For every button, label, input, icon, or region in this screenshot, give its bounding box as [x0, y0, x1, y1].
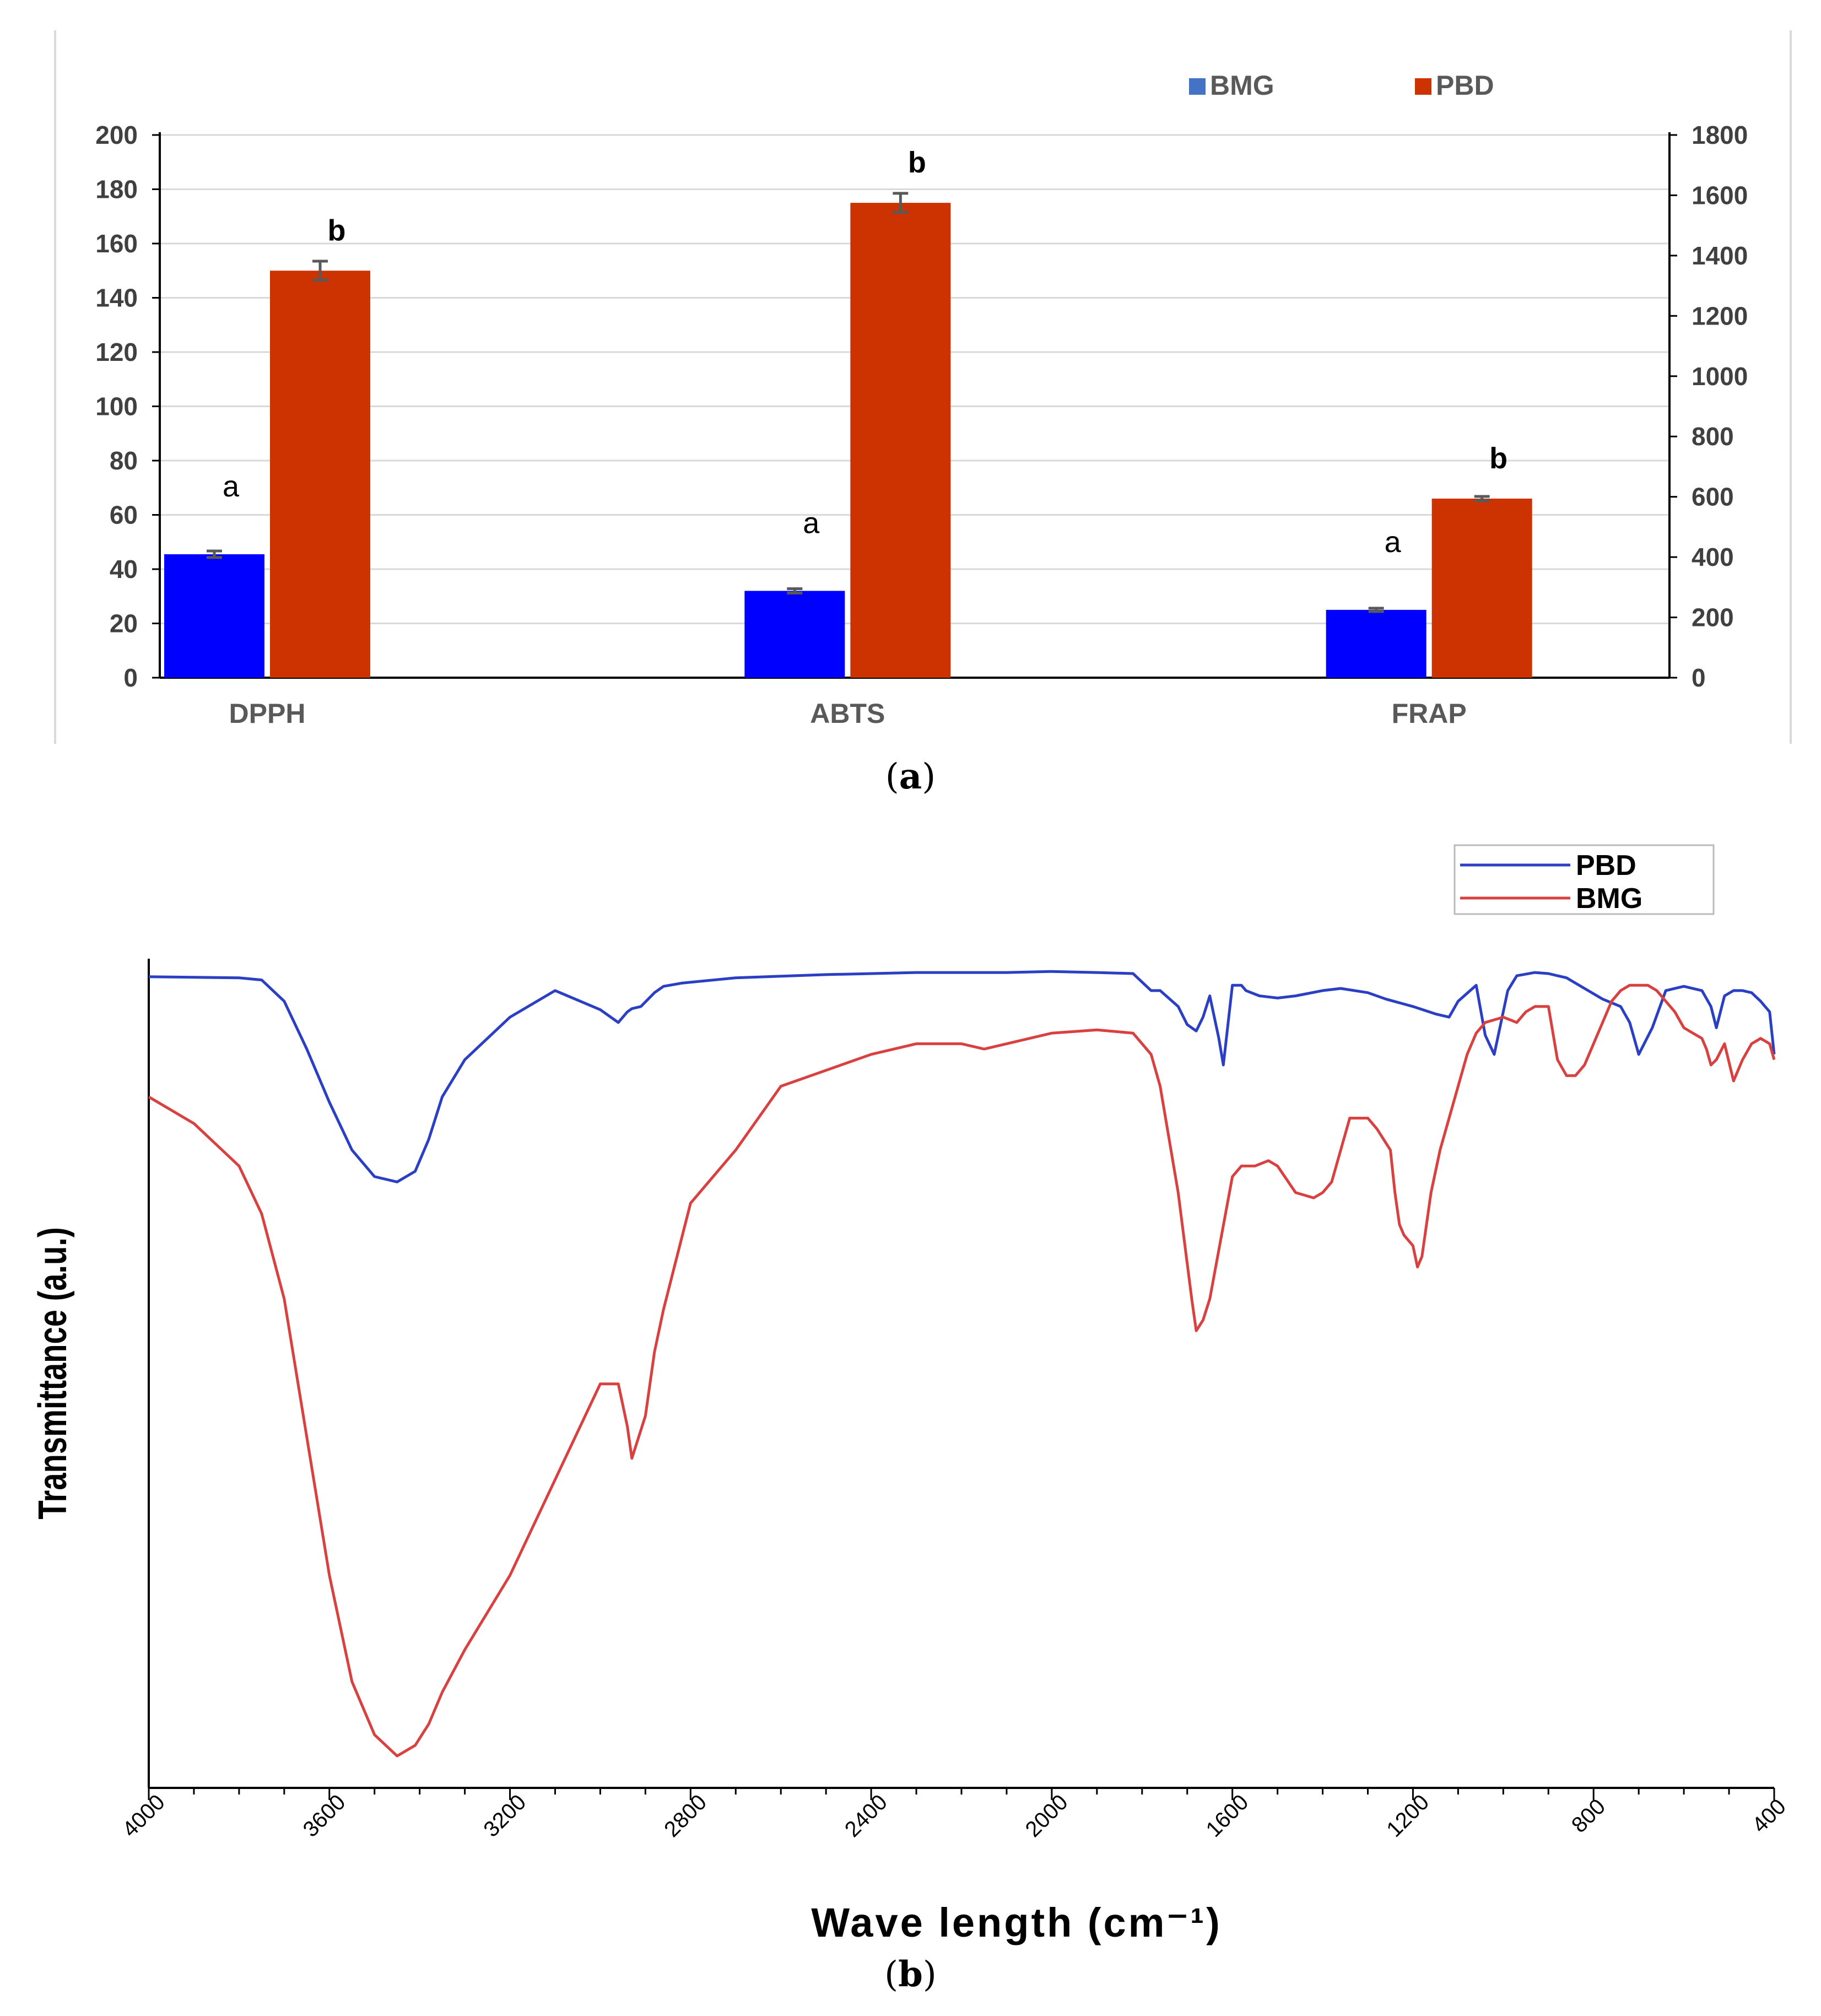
series-line-bmg — [148, 983, 1776, 1758]
right-tick-label-2: 400 — [1692, 543, 1734, 571]
significance-label-bmg-frap: a — [1385, 526, 1402, 559]
x-tick-label-2: 3200 — [479, 1790, 531, 1842]
legend-label-bmg: BMG — [1576, 883, 1642, 915]
x-tick-label-7: 1200 — [1382, 1790, 1434, 1842]
category-label-dpph: DPPH — [229, 698, 306, 729]
bar-pbd-frap — [1431, 498, 1532, 678]
left-tick-label-2: 40 — [110, 555, 138, 583]
bar-bmg-frap — [1326, 609, 1426, 678]
right-tick-label-6: 1200 — [1692, 301, 1748, 330]
right-tick-label-3: 600 — [1692, 483, 1734, 511]
x-tick-label-1: 3600 — [299, 1790, 350, 1842]
legend-box — [1453, 844, 1715, 915]
right-tick-label-1: 200 — [1692, 603, 1734, 632]
x-tick-label-9: 400 — [1748, 1795, 1791, 1837]
chart-a-axes: 0 20 40 60 80 100 120 140 160 180 200 0 200 400 600 800… — [95, 121, 1748, 729]
left-tick-label-4: 80 — [110, 446, 138, 475]
caption-a-close: ) — [922, 756, 936, 797]
right-tick-label-7: 1400 — [1692, 241, 1748, 270]
chart-b-lines — [148, 970, 1776, 1758]
x-axis-title: Wave length (cm⁻¹) — [811, 1900, 1222, 1945]
significance-label-bmg-dpph: a — [223, 470, 240, 503]
left-tick-label-3: 60 — [110, 501, 138, 529]
caption-b-letter: b — [898, 1954, 923, 1995]
right-tick-label-0: 0 — [1692, 663, 1706, 692]
caption-b-open: ( — [884, 1954, 899, 1995]
left-tick-label-0: 0 — [123, 663, 138, 692]
significance-label-bmg-abts: a — [803, 506, 820, 539]
left-tick-label-1: 20 — [110, 609, 138, 638]
right-tick-label-4: 800 — [1692, 422, 1734, 451]
x-tick-label-5: 2000 — [1021, 1790, 1073, 1842]
bar-bmg-dpph — [164, 554, 264, 678]
legend-swatch-bmg — [1189, 78, 1206, 95]
bar-pbd-abts — [850, 203, 951, 678]
caption-b: (b) — [0, 1954, 1821, 1995]
chart-b-axes: 4000 3600 3200 2800 2400 2000 1600 1200 800 400 Wa… — [30, 959, 1791, 1945]
x-tick-label-3: 2800 — [660, 1790, 711, 1842]
right-tick-label-9: 1800 — [1692, 121, 1748, 149]
x-tick-label-6: 1600 — [1201, 1790, 1253, 1842]
left-tick-label-6: 120 — [95, 338, 138, 366]
left-tick-label-5: 100 — [95, 392, 138, 421]
left-tick-label-10: 200 — [95, 121, 138, 149]
significance-label-pbd-frap: b — [1489, 442, 1507, 475]
significance-label-pbd-dpph: b — [328, 214, 346, 247]
chart-a: 0 20 40 60 80 100 120 140 160 180 200 0 200 400 600 800… — [54, 30, 1792, 744]
series-line-pbd — [148, 970, 1776, 1183]
category-label-abts: ABTS — [810, 698, 885, 729]
y-axis-title: Transmittance (a.u.) — [30, 1227, 74, 1519]
x-tick-label-8: 800 — [1567, 1795, 1610, 1837]
category-label-frap: FRAP — [1392, 698, 1467, 729]
bar-bmg-abts — [744, 591, 845, 678]
left-tick-label-7: 140 — [95, 284, 138, 312]
legend-label-bmg: BMG — [1210, 70, 1274, 101]
right-tick-label-8: 1600 — [1692, 181, 1748, 209]
caption-a: (a) — [0, 756, 1821, 797]
x-tick-label-4: 2400 — [840, 1790, 892, 1842]
chart-a-bars: a b a b a b — [164, 146, 1532, 678]
bar-pbd-dpph — [270, 271, 370, 678]
chart-b: 4000 3600 3200 2800 2400 2000 1600 1200 800 400 Wa… — [30, 844, 1791, 1945]
legend-swatch-pbd — [1415, 78, 1431, 95]
caption-a-open: ( — [885, 756, 899, 797]
x-tick-label-0: 4000 — [118, 1790, 170, 1842]
left-tick-label-8: 160 — [95, 229, 138, 258]
caption-b-close: ) — [922, 1954, 937, 1995]
right-tick-label-5: 1000 — [1692, 362, 1748, 391]
left-tick-label-9: 180 — [95, 175, 138, 204]
chart-a-legend: BMG PBD — [1189, 70, 1494, 101]
significance-label-pbd-abts: b — [908, 146, 926, 179]
caption-a-letter: a — [899, 756, 922, 797]
legend-label-pbd: PBD — [1436, 70, 1494, 101]
legend-label-pbd: PBD — [1576, 850, 1636, 882]
